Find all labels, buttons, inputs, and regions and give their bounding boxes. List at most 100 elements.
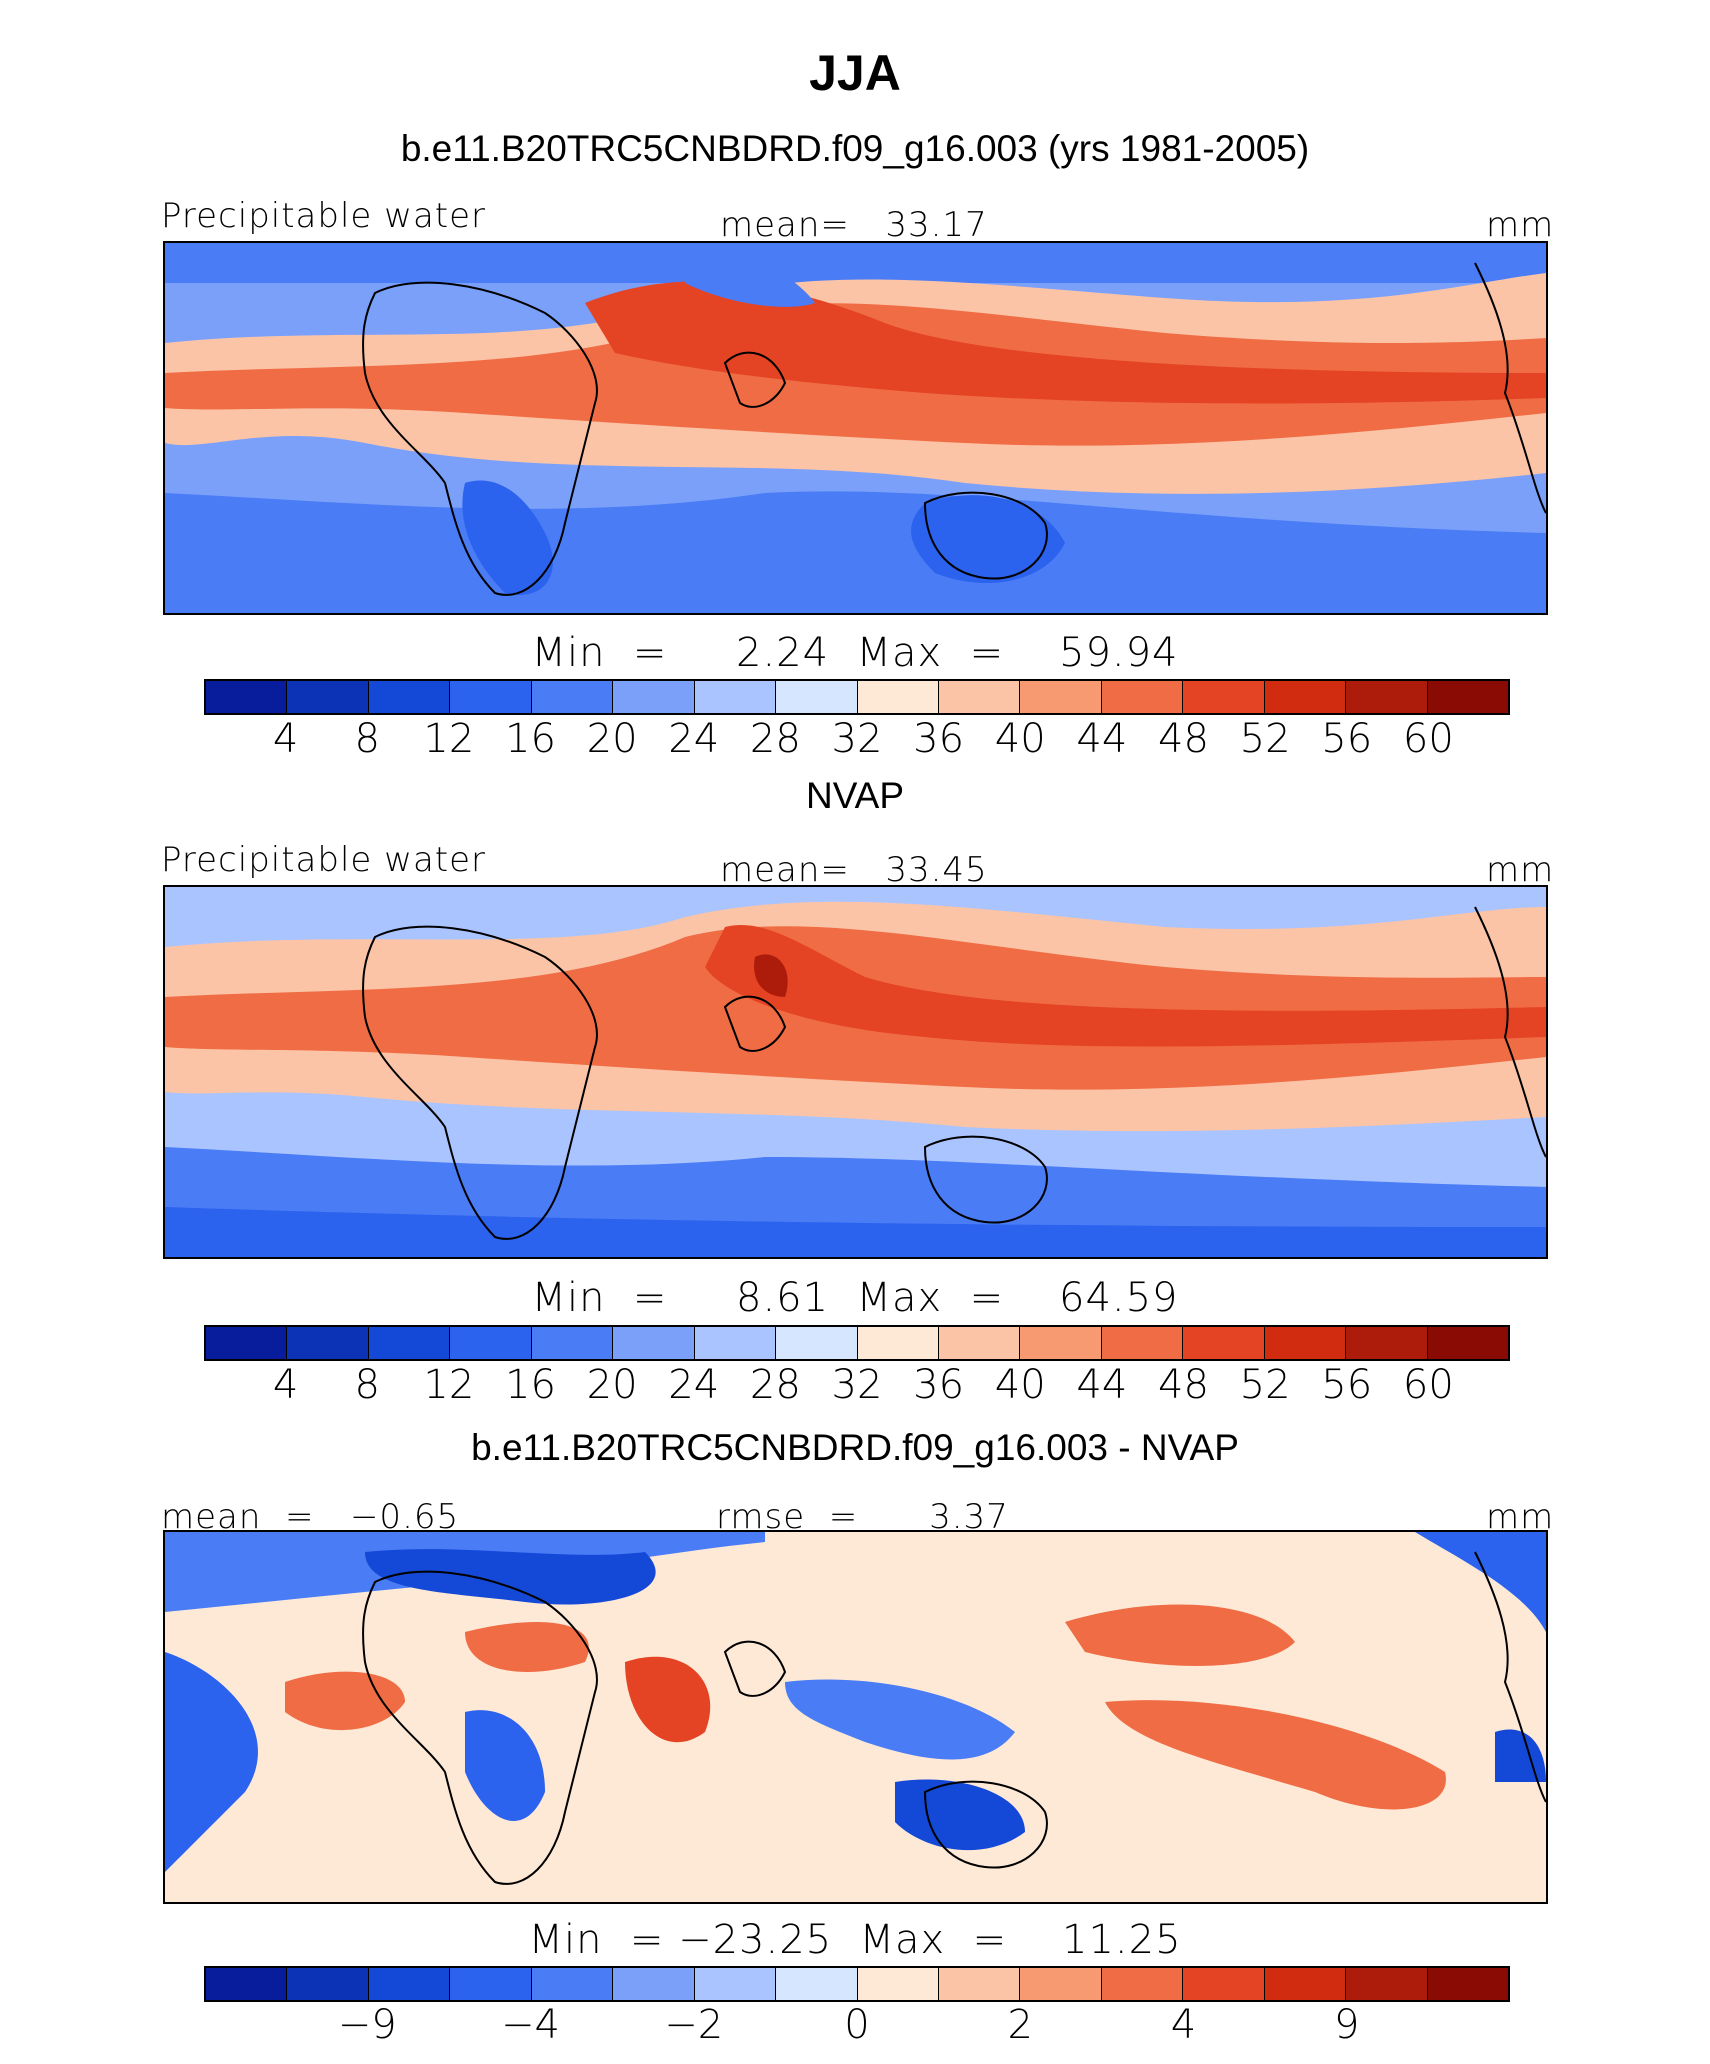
colorbar-box [206,1968,288,2000]
colorbar-tick-label: 56 [1321,716,1373,762]
colorbar-box [1346,681,1428,713]
panel-2-left-label: Precipitable water [161,840,487,880]
colorbar-box [368,1968,451,2000]
panel-3-minmax: Min = −23.25 Max = 11.25 [528,1917,1182,1963]
colorbar-tick-label: −4 [501,2002,560,2048]
colorbar-box [1101,1968,1184,2000]
colorbar-box [368,681,451,713]
colorbar-tick-label: 48 [1158,716,1209,762]
colorbar-box [857,681,939,713]
colorbar-2 [204,1325,1510,1361]
colorbar-tick-label: 40 [994,1362,1046,1408]
colorbar-box [1101,681,1184,713]
colorbar-box [1264,1327,1347,1359]
colorbar-3-ticks: −9 −4 −2 0 2 4 9 [204,2002,1510,2050]
colorbar-box [1427,1327,1508,1359]
colorbar-tick-label: 4 [1170,2002,1197,2048]
colorbar-box [938,1968,1021,2000]
colorbar-tick-label: −9 [337,2002,397,2048]
panel-1-minmax: Min = 2.24 Max = 59.94 [531,630,1179,676]
colorbar-box [1101,1327,1184,1359]
panel-2-units-label: mm [1486,850,1555,890]
colorbar-tick-label: 52 [1239,1362,1291,1408]
colorbar-box [1020,1327,1102,1359]
colorbar-box [450,1968,532,2000]
colorbar-box [1346,1327,1428,1359]
colorbar-tick-label: 32 [831,716,883,762]
colorbar-tick-label: 56 [1321,1362,1373,1408]
colorbar-box [1427,681,1508,713]
colorbar-tick-label: 12 [423,716,475,762]
colorbar-tick-label: 44 [1076,716,1128,762]
colorbar-box [857,1968,939,2000]
colorbar-tick-label: 60 [1402,1362,1454,1408]
colorbar-tick-label: 36 [913,1362,965,1408]
colorbar-box [1427,1968,1508,2000]
colorbar-tick-label: 52 [1239,716,1291,762]
colorbar-box [1020,681,1102,713]
colorbar-tick-label: 20 [586,716,638,762]
colorbar-tick-label: 28 [749,716,801,762]
colorbar-tick-label: 36 [913,716,965,762]
panel-1-mean-label: mean= 33.17 [720,205,988,245]
colorbar-box [613,681,695,713]
colorbar-tick-label: 24 [668,1362,720,1408]
colorbar-tick-label: 20 [586,1362,638,1408]
colorbar-box [1264,1968,1347,2000]
colorbar-box [694,681,777,713]
colorbar-tick-label: 12 [423,1362,475,1408]
panel-1-title: b.e11.B20TRC5CNBDRD.f09_g16.003 (yrs 198… [400,128,1310,169]
colorbar-box [613,1968,695,2000]
colorbar-box [206,1327,288,1359]
colorbar-box [1264,681,1347,713]
colorbar-tick-label: 24 [668,716,720,762]
colorbar-tick-label: 48 [1158,1362,1209,1408]
panel-1-left-label: Precipitable water [161,196,487,236]
colorbar-box [857,1327,939,1359]
colorbar-tick-label: 28 [749,1362,801,1408]
colorbar-box [531,681,614,713]
colorbar-2-ticks: 4 8 12 16 20 24 28 32 36 40 44 48 52 56 60 [204,1362,1510,1410]
colorbar-3 [204,1966,1510,2002]
map-panel-2 [163,885,1548,1259]
colorbar-tick-label: 8 [354,1362,380,1408]
colorbar-box [1183,681,1265,713]
colorbar-tick-label: 40 [994,716,1046,762]
figure-title: JJA [809,45,901,101]
colorbar-tick-label: 0 [844,2002,870,2048]
colorbar-box [1346,1968,1428,2000]
panel-3-title: b.e11.B20TRC5CNBDRD.f09_g16.003 - NVAP [471,1427,1239,1468]
colorbar-box [776,1327,858,1359]
colorbar-tick-label: 44 [1076,1362,1128,1408]
colorbar-box [1020,1968,1102,2000]
map-panel-1 [163,241,1548,615]
colorbar-box [450,681,532,713]
panel-2-title: NVAP [805,775,904,816]
colorbar-1 [204,679,1510,715]
colorbar-tick-label: 9 [1334,2002,1360,2048]
colorbar-box [368,1327,451,1359]
panel-2-mean-label: mean= 33.45 [720,850,988,890]
colorbar-box [287,1968,369,2000]
colorbar-tick-label: 4 [272,716,299,762]
map-panel-3 [163,1530,1548,1904]
colorbar-box [938,1327,1021,1359]
panel-1-units-label: mm [1486,205,1555,245]
colorbar-box [1183,1327,1265,1359]
colorbar-box [287,1327,369,1359]
colorbar-box [694,1968,777,2000]
colorbar-box [938,681,1021,713]
colorbar-1-ticks: 4 8 12 16 20 24 28 32 36 40 44 48 52 56 60 [204,716,1510,764]
colorbar-box [450,1327,532,1359]
colorbar-tick-label: 32 [831,1362,883,1408]
colorbar-box [531,1968,614,2000]
panel-2-minmax: Min = 8.61 Max = 64.59 [531,1275,1179,1321]
colorbar-box [531,1327,614,1359]
colorbar-tick-label: 2 [1007,2002,1033,2048]
colorbar-box [287,681,369,713]
colorbar-tick-label: 16 [505,1362,556,1408]
colorbar-tick-label: 60 [1402,716,1454,762]
colorbar-box [694,1327,777,1359]
colorbar-box [776,681,858,713]
colorbar-tick-label: 4 [272,1362,299,1408]
